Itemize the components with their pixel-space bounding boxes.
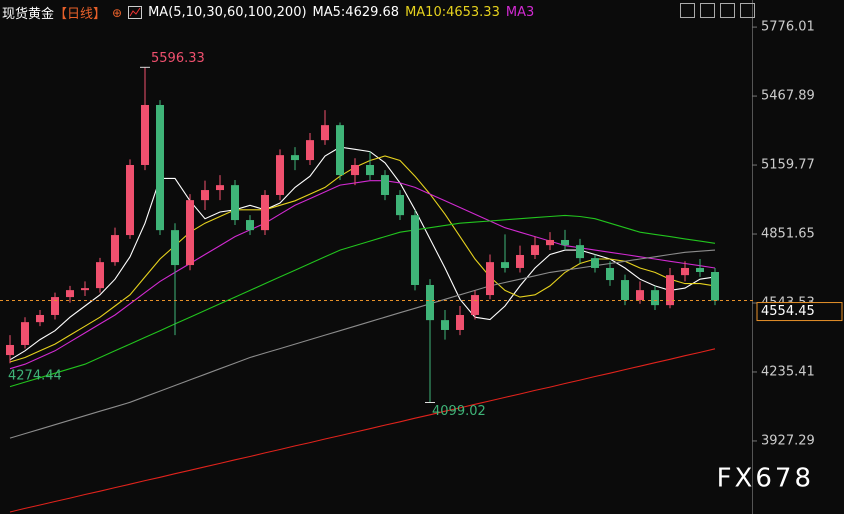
candle-body [381, 175, 389, 195]
candle-body [66, 290, 74, 298]
candle-body [531, 245, 539, 255]
settings-icon[interactable]: ⊕ [112, 5, 123, 20]
candle-body [411, 215, 419, 285]
symbol: 现货黄金 [2, 7, 55, 22]
candle-body [336, 125, 344, 176]
candle-body [606, 267, 614, 281]
candle-body [546, 239, 554, 246]
candle-body [321, 125, 329, 141]
candle-body [186, 200, 194, 266]
candle-body [351, 164, 359, 176]
candle-body [711, 271, 719, 301]
candle-body [216, 185, 224, 191]
high-label: 5596.33 [151, 51, 205, 66]
candle-body [6, 344, 14, 356]
candle-body [51, 297, 59, 315]
candle-body [366, 164, 374, 176]
price-tag-label: 4554.45 [761, 304, 815, 319]
indicator: MA(5,10,30,60,100,200) [148, 5, 307, 20]
y-tick-label: 4235.41 [761, 364, 815, 379]
candle-body [516, 254, 524, 268]
candle-body [396, 194, 404, 216]
candle-body [306, 140, 314, 161]
candle-body [621, 280, 629, 300]
candle-body [576, 245, 584, 259]
legend-item: MA5:4629.68 [312, 5, 400, 20]
y-tick-label: 5776.01 [761, 20, 815, 35]
ma-line [9, 348, 716, 513]
y-tick-label: 5159.77 [761, 158, 815, 173]
candle-body [36, 314, 44, 323]
candle-body [456, 314, 464, 330]
candle-body [201, 190, 209, 201]
candle-body [171, 230, 179, 266]
header: 现货黄金 【日线】 ⊕ MA(5,10,30,60,100,200) MA5:4… [2, 3, 534, 22]
tool-button[interactable] [700, 3, 715, 18]
candle-body [651, 290, 659, 306]
candle-body [426, 284, 434, 321]
candle-body [111, 235, 119, 263]
candle-body [156, 104, 164, 231]
candle-body [591, 258, 599, 268]
candle-body [681, 267, 689, 276]
candle-body [561, 239, 569, 246]
legend-item: MA10:4653.33 [405, 5, 500, 20]
candle-body [666, 275, 674, 306]
y-tick-label: 4851.65 [761, 227, 815, 242]
ma-line [9, 146, 716, 361]
tool-button[interactable] [680, 3, 695, 18]
candle-body [471, 295, 479, 315]
indicator-icon[interactable] [128, 6, 143, 19]
candle-body [231, 185, 239, 221]
low-label: 4099.02 [432, 404, 486, 419]
candle-body [21, 322, 29, 345]
price-tag [756, 302, 843, 322]
candle-body [291, 155, 299, 161]
candle-body [126, 164, 134, 236]
candle-body [96, 262, 104, 289]
tool-button[interactable] [740, 3, 755, 18]
candle-body [246, 220, 254, 231]
y-tick-label: 5467.89 [761, 89, 815, 104]
candle-body [276, 155, 284, 195]
watermark: FX678 [717, 464, 814, 494]
candle-body [501, 262, 509, 268]
candle-body [636, 290, 644, 300]
candle-body [141, 104, 149, 165]
ma-line [9, 180, 716, 370]
candle-body [441, 320, 449, 330]
candle-body [261, 194, 269, 231]
y-tick-label: 3927.29 [761, 433, 815, 448]
period[interactable]: 【日线】 [54, 7, 107, 22]
ma-line [9, 214, 716, 388]
first-low-label: 4274.44 [8, 369, 62, 384]
candle-body [696, 267, 704, 272]
legend-item: MA3 [505, 5, 535, 20]
candle-body [486, 262, 494, 296]
tool-button[interactable] [720, 3, 735, 18]
candle-body [81, 288, 89, 291]
